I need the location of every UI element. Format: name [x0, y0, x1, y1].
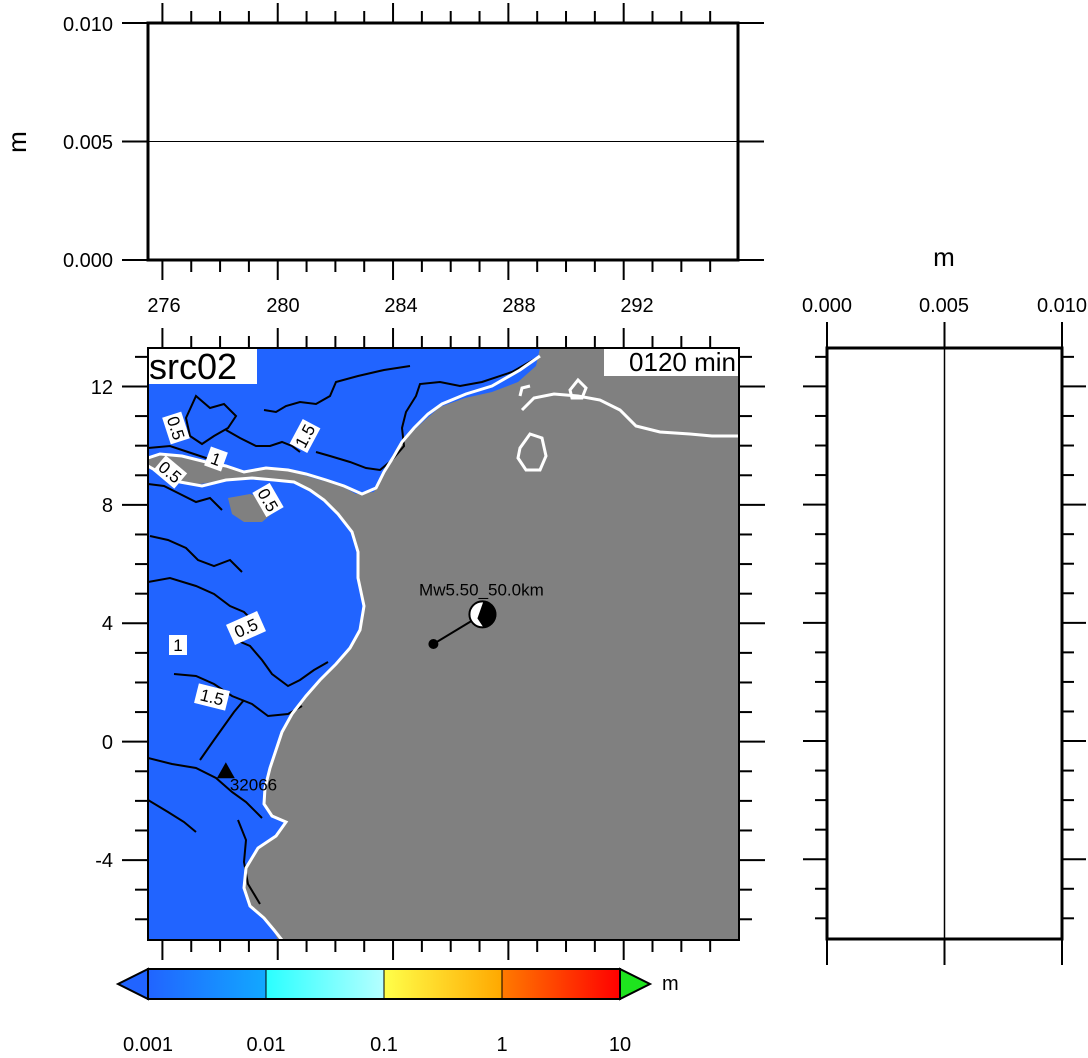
- colorbar-tick-label: 0.01: [247, 1034, 286, 1056]
- timeseries-xtick-label: 292: [620, 295, 653, 317]
- timeseries-ticks: [122, 3, 764, 280]
- colorbar-segment: [384, 969, 502, 999]
- colorbar-tick-label: 10: [609, 1034, 631, 1056]
- colorbar-low-arrow: [115, 967, 149, 1001]
- timeseries-xtick-label: 288: [502, 295, 535, 317]
- timeseries-ylabel: m: [2, 131, 32, 153]
- profile-xtick-label: 0.010: [1037, 295, 1087, 317]
- title-box: [148, 348, 257, 384]
- map-ytick-label: -4: [95, 850, 113, 872]
- map-time-label: 0120 min: [629, 347, 736, 377]
- map-title: src02: [149, 346, 237, 387]
- colorbar-segment: [502, 969, 620, 999]
- time-box: [604, 348, 739, 376]
- station-label: 32066: [230, 775, 277, 794]
- map-panel: src02 0120 min 0.5 1 0.5 1.5 0.5 0.5: [91, 328, 765, 960]
- colorbar-tick-label: 1: [496, 1034, 507, 1056]
- map-ytick-label: 8: [102, 495, 113, 517]
- timeseries-xtick-label: 280: [266, 295, 299, 317]
- profile-panel: m 0.000 0.005 0.010: [802, 242, 1087, 965]
- beachball-icon: [468, 600, 497, 629]
- contour-label: 1: [169, 635, 187, 655]
- colorbar: m 0.001 0.01 0.1 1 10: [115, 967, 679, 1056]
- colorbar-tick-label: 0.001: [123, 1034, 173, 1056]
- map-ytick-label: 4: [102, 613, 113, 635]
- profile-xlabel: m: [933, 242, 955, 272]
- colorbar-segment: [148, 969, 266, 999]
- timeseries-xtick-label: 276: [147, 295, 180, 317]
- map-frame: [147, 347, 740, 941]
- profile-ticks: [803, 322, 1086, 965]
- colorbar-high-arrow: [619, 967, 653, 1001]
- contour-label: 1: [204, 446, 228, 472]
- map-ytick-label: 12: [91, 377, 113, 399]
- colorbar-tick-label: 0.1: [370, 1034, 398, 1056]
- map-ytick-label: 0: [102, 732, 113, 754]
- station-triangle-icon: [216, 762, 235, 779]
- svg-text:1: 1: [173, 636, 182, 655]
- profile-xtick-label: 0.005: [919, 295, 969, 317]
- timeseries-ytick-label: 0.000: [63, 250, 113, 272]
- map-ticks: [122, 328, 765, 960]
- source-label: Mw5.50_50.0km: [419, 580, 544, 599]
- timeseries-ytick-label: 0.010: [63, 14, 113, 36]
- timeseries-xtick-label: 284: [384, 295, 417, 317]
- colorbar-segment: [266, 969, 384, 999]
- profile-xtick-label: 0.000: [802, 295, 852, 317]
- colorbar-unit: m: [662, 973, 679, 995]
- timeseries-panel: m 0.010 0.005 0.000 276 280 284 288 292: [2, 3, 764, 317]
- contour-lines: [148, 355, 541, 905]
- epicenter-dot: [428, 639, 439, 649]
- timeseries-ytick-label: 0.005: [63, 132, 113, 154]
